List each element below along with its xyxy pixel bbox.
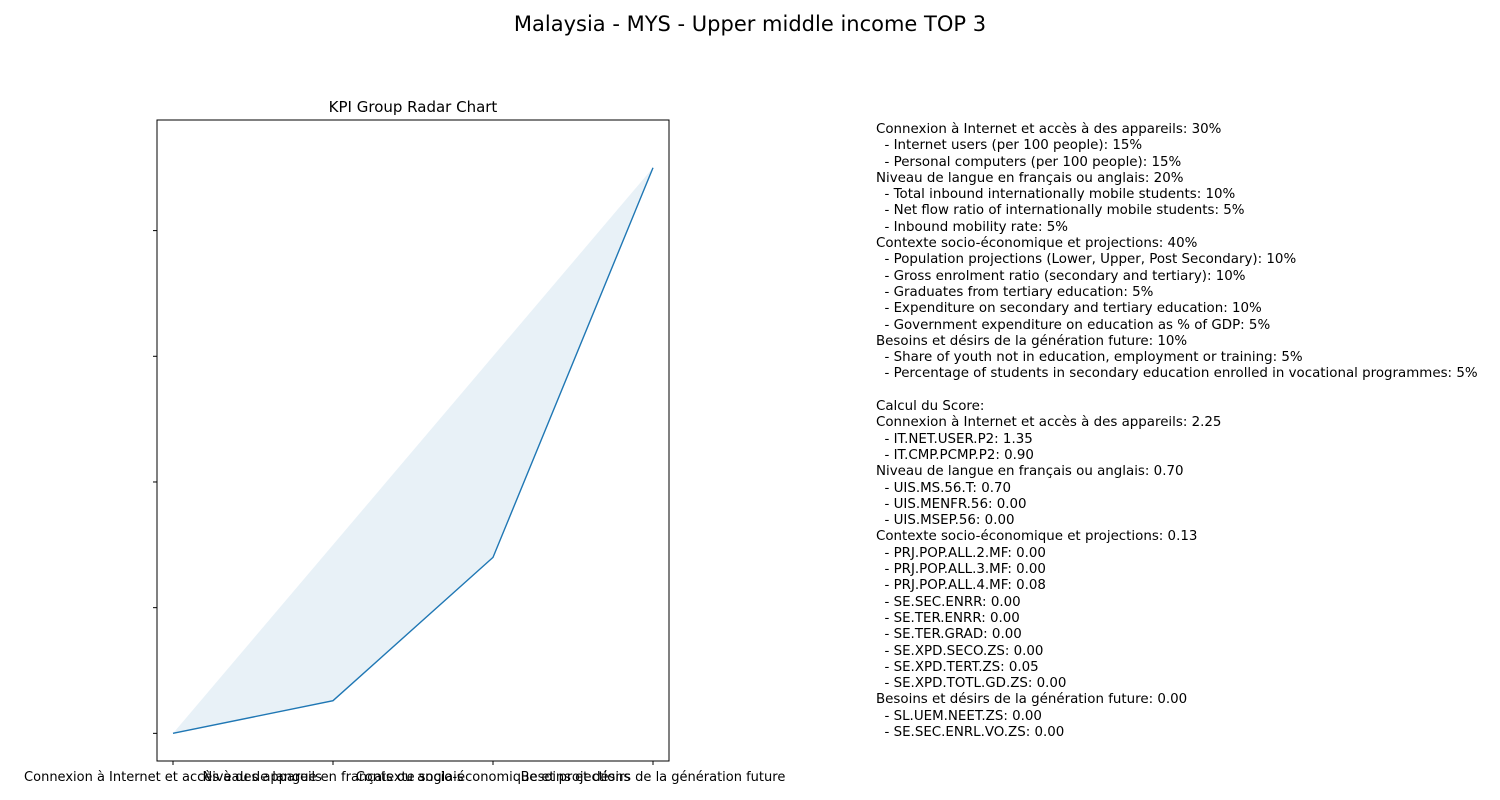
plot-frame: [156, 119, 670, 762]
info-line: Besoins et désirs de la génération futur…: [876, 333, 1188, 349]
info-line: - Population projections (Lower, Upper, …: [876, 252, 1297, 268]
info-line: - IT.NET.USER.P2: 1.35: [876, 431, 1033, 447]
series-line: [172, 167, 654, 735]
x-tick-label: Besoins et désirs de la génération futur…: [521, 770, 786, 785]
chart-title: KPI Group Radar Chart: [329, 98, 498, 116]
info-line: Niveau de langue en français ou anglais:…: [876, 170, 1184, 186]
info-line: - Internet users (per 100 people): 15%: [876, 138, 1143, 154]
info-line: - PRJ.POP.ALL.4.MF: 0.08: [876, 578, 1046, 594]
info-line: Calcul du Score:: [876, 399, 985, 415]
info-line: - SE.XPD.TOTL.GD.ZS: 0.00: [876, 676, 1067, 692]
info-line: - IT.CMP.PCMP.P2: 0.90: [876, 447, 1034, 463]
info-line: - UIS.MSEP.56: 0.00: [876, 513, 1015, 529]
info-line: - SE.SEC.ENRR: 0.00: [876, 594, 1021, 610]
info-line: - SE.TER.GRAD: 0.00: [876, 627, 1022, 643]
info-line: - Government expenditure on education as…: [876, 317, 1271, 333]
info-line: - SE.SEC.ENRL.VO.ZS: 0.00: [876, 724, 1065, 740]
figure-title: Malaysia - MYS - Upper middle income TOP…: [513, 12, 987, 36]
info-line: - SE.TER.ENRR: 0.00: [876, 610, 1020, 626]
info-line: Besoins et désirs de la génération futur…: [876, 692, 1188, 708]
info-line: - SL.UEM.NEET.ZS: 0.00: [876, 708, 1042, 724]
info-line: - Inbound mobility rate: 5%: [876, 219, 1069, 235]
info-line: - Total inbound internationally mobile s…: [876, 187, 1236, 203]
info-line: - PRJ.POP.ALL.2.MF: 0.00: [876, 545, 1046, 561]
info-line: - Graduates from tertiary education: 5%: [876, 284, 1154, 300]
x-tick-label: Connexion à Internet et accès à des appa…: [24, 770, 322, 785]
info-line: Contexte socio-économique et projections…: [876, 529, 1198, 545]
info-line: - Personal computers (per 100 people): 1…: [876, 154, 1182, 170]
info-line: Contexte socio-économique et projections…: [876, 236, 1198, 252]
info-line: - UIS.MENFR.56: 0.00: [876, 496, 1027, 512]
info-line: - PRJ.POP.ALL.3.MF: 0.00: [876, 562, 1046, 578]
info-line: - Gross enrolment ratio (secondary and t…: [876, 268, 1246, 284]
info-line: - SE.XPD.SECO.ZS: 0.00: [876, 643, 1044, 659]
weights-and-scores-panel: Connexion à Internet et accès à des appa…: [876, 122, 1478, 741]
series-fill-area: [173, 167, 653, 734]
info-line: - Net flow ratio of internationally mobi…: [876, 203, 1245, 219]
blank-line: [876, 383, 1478, 399]
info-line: - UIS.MS.56.T: 0.70: [876, 480, 1012, 496]
info-line: Connexion à Internet et accès à des appa…: [876, 122, 1222, 137]
info-line: Connexion à Internet et accès à des appa…: [876, 415, 1222, 431]
x-tick-label: Niveau de langue en français ou anglais: [202, 770, 463, 785]
x-tick-label: Contexte socio-économique et projections: [356, 770, 631, 785]
info-line: Niveau de langue en français ou anglais:…: [876, 464, 1184, 480]
info-line: - Share of youth not in education, emplo…: [876, 350, 1303, 366]
info-line: - Expenditure on secondary and tertiary …: [876, 301, 1262, 317]
info-line: - Percentage of students in secondary ed…: [876, 366, 1478, 382]
info-line: - SE.XPD.TERT.ZS: 0.05: [876, 659, 1039, 675]
